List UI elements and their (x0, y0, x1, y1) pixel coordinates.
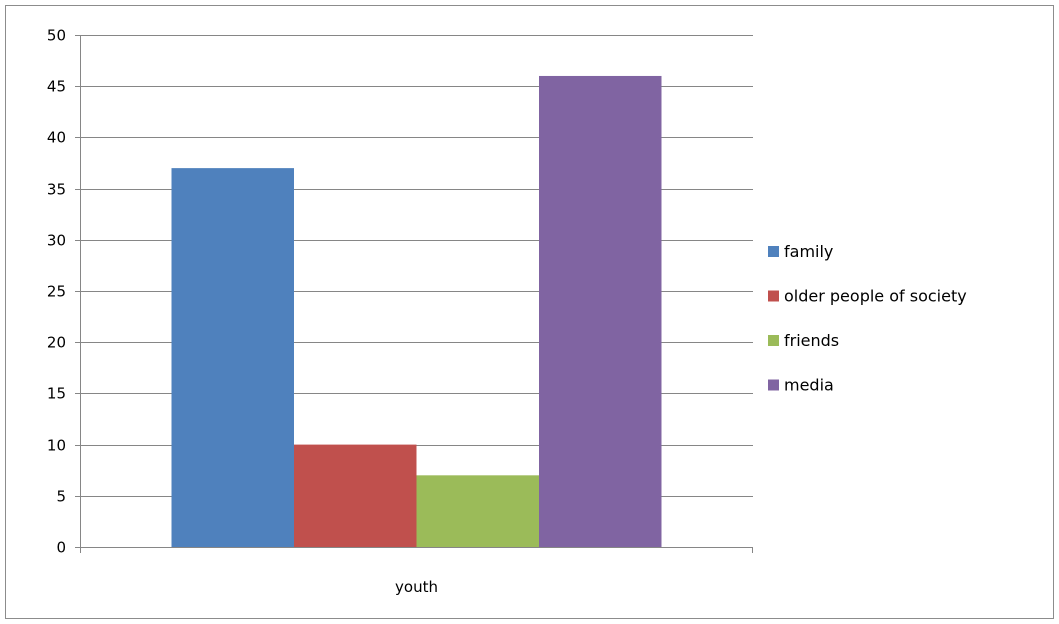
bar-media (539, 75, 662, 548)
y-tick-label: 0 (56, 539, 66, 557)
bar-family (171, 168, 294, 547)
y-tick-label: 40 (47, 129, 66, 147)
legend-label-family: family (784, 242, 833, 261)
y-tick-label: 20 (47, 334, 66, 352)
x-axis-labels: youth (395, 578, 438, 596)
y-tick-label: 5 (56, 488, 66, 506)
legend-swatch-older-people-of-society (768, 290, 779, 302)
legend-label-older-people-of-society: older people of society (784, 287, 967, 306)
y-axis-ticks: 0 5 10 15 20 25 30 35 40 45 50 (47, 27, 80, 557)
y-tick-label: 50 (47, 27, 66, 45)
y-tick-label: 25 (47, 283, 66, 301)
bars (171, 75, 662, 548)
legend-label-media: media (784, 376, 834, 395)
x-tick-label: youth (395, 578, 438, 596)
bar-friends (416, 475, 539, 547)
y-tick-label: 45 (47, 78, 66, 96)
axes (80, 35, 753, 553)
y-tick-label: 30 (47, 232, 66, 250)
legend-swatch-media (768, 379, 779, 391)
bar-older-people-of-society (294, 444, 417, 547)
legend-swatch-friends (768, 335, 779, 346)
legend-swatch-family (768, 246, 779, 257)
legend: family older people of society friends medi… (768, 242, 967, 395)
y-tick-label: 35 (47, 181, 66, 199)
y-tick-label: 10 (47, 437, 66, 455)
y-tick-label: 15 (47, 385, 66, 403)
legend-label-friends: friends (784, 331, 839, 350)
